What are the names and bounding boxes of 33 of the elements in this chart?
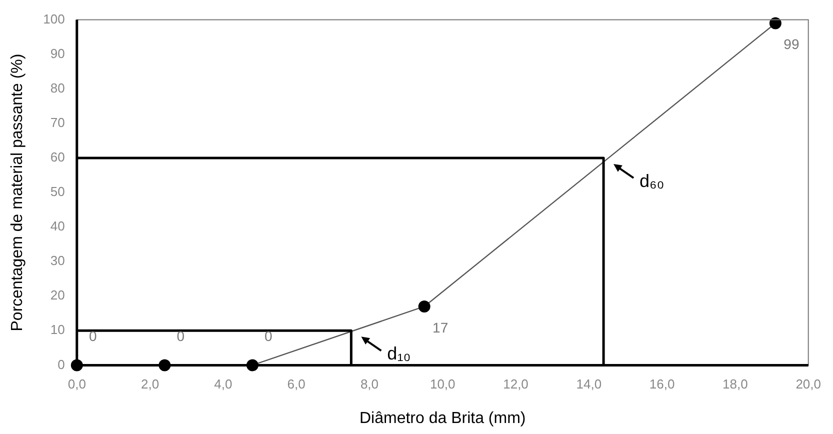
x-tick-label: 8,0 [360, 376, 379, 392]
x-axis-title: Diâmetro da Brita (mm) [359, 410, 526, 427]
x-tick-label: 0,0 [68, 376, 86, 392]
y-tick-label: 90 [50, 46, 65, 61]
annotation: d₁₀ [387, 344, 411, 364]
x-tick-label: 4,0 [214, 376, 232, 392]
annotation: d₆₀ [640, 170, 664, 191]
data-label: 0 [176, 328, 185, 344]
data-label: 0 [264, 328, 273, 344]
data-label: 17 [432, 319, 448, 336]
x-tick-label: 6,0 [287, 376, 306, 392]
y-tick-label: 20 [50, 288, 65, 303]
x-tick-label: 2,0 [140, 376, 160, 392]
y-tick-label: 70 [50, 115, 65, 130]
y-tick-label: 30 [50, 253, 65, 268]
x-tick-label: 20,0 [796, 376, 822, 392]
y-tick-label: 80 [50, 80, 65, 96]
point [418, 300, 430, 312]
point [769, 17, 782, 30]
y-tick-label: 0 [58, 356, 65, 372]
data-label: 99 [784, 36, 800, 52]
x-tick-label: 18,0 [722, 376, 748, 392]
x-tick-label: 12,0 [503, 376, 528, 392]
y-axis-title: Porcentagem de material passante (%) [9, 54, 26, 332]
y-tick-label: 50 [50, 184, 65, 200]
y-tick-label: 60 [50, 150, 65, 165]
data-label: 0 [88, 328, 97, 344]
x-tick-label: 10,0 [430, 376, 456, 392]
x-tick-label: 14,0 [576, 376, 602, 392]
y-tick-label: 100 [43, 11, 65, 26]
y-tick-label: 40 [50, 218, 65, 234]
y-tick-label: 10 [50, 322, 65, 338]
x-tick-label: 16,0 [649, 376, 675, 392]
